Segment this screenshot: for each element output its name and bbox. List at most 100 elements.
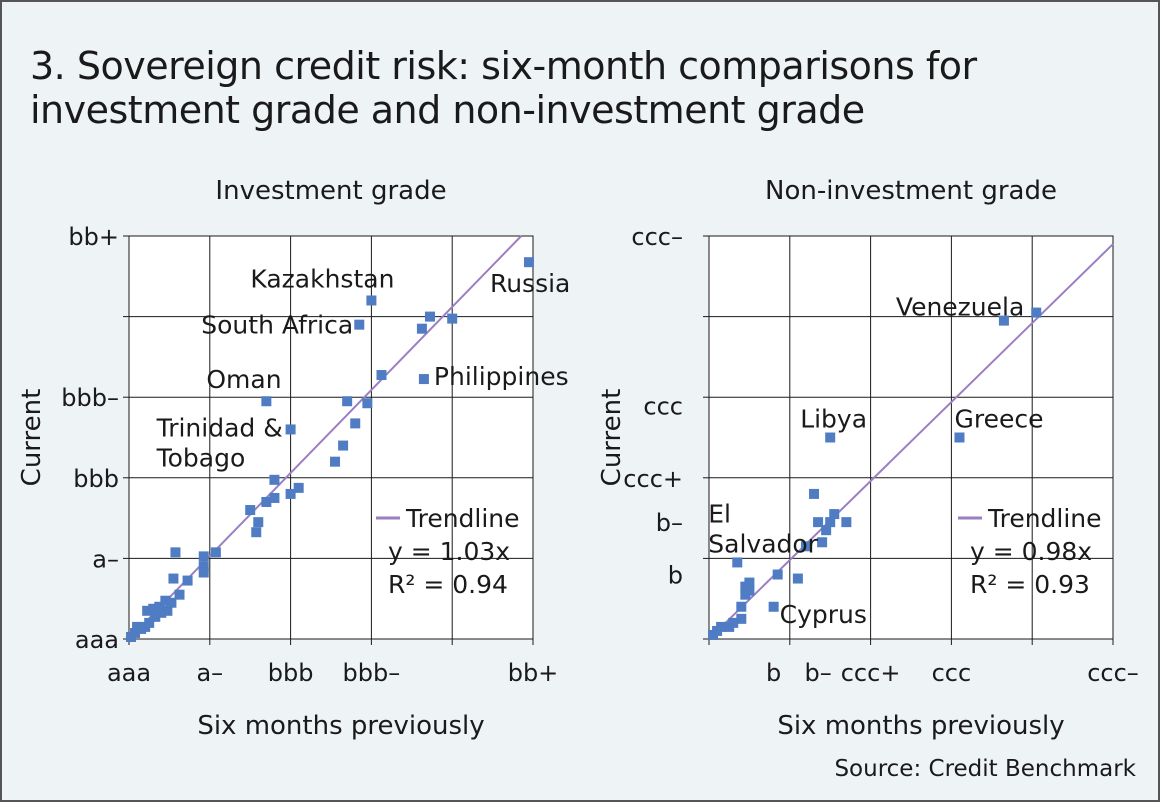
chart1-point-32 — [285, 424, 296, 435]
chart2-x-tick-label-3: ccc+ — [841, 659, 901, 687]
chart2-plot-border — [708, 235, 1114, 640]
chart1-point-22 — [210, 547, 221, 558]
chart1-point-39 — [418, 374, 429, 385]
chart1-trendline — [128, 235, 522, 640]
chart1-point-30 — [293, 482, 304, 493]
chart2-point-3 — [716, 621, 727, 632]
chart1-point-label-1: Kazakhstan — [250, 264, 394, 293]
chart1-point-33 — [330, 456, 341, 467]
chart2-point-22 — [829, 509, 840, 520]
chart2-point-26 — [998, 315, 1009, 326]
chart2-x-tick-label-1: b — [766, 659, 781, 687]
chart2-y-axis-label: Current — [597, 389, 627, 487]
chart1-point-25 — [251, 527, 262, 538]
chart2-point-label-6: Cyprus — [780, 600, 867, 629]
chart1-legend-equation: y = 1.03x — [388, 537, 510, 566]
chart2-x-tick-label-2: b– — [804, 659, 831, 687]
chart1-point-34 — [338, 440, 349, 451]
chart1-y-axis-label: Current — [17, 389, 47, 487]
chart1-legend-label: Trendline — [405, 504, 520, 533]
chart1-point-23 — [245, 505, 256, 516]
chart1-y-tick-label-1: aaa — [75, 626, 119, 654]
chart2-title: Non-investment grade — [765, 176, 1057, 206]
chart1-point-12 — [160, 595, 171, 606]
chart1-point-45 — [523, 257, 534, 268]
chart2-point-label-2: Libya — [800, 405, 867, 434]
chart2-point-17 — [809, 488, 820, 499]
chart2-point-23 — [841, 517, 852, 528]
chart1-point-16 — [174, 589, 185, 600]
chart1-point-26 — [261, 496, 272, 507]
chart2-point-label-3: Greece — [954, 405, 1043, 434]
chart1-y-tick-label-3: bbb — [73, 465, 119, 493]
chart1-point-label-4: Philippines — [434, 362, 569, 391]
chart1-point-17 — [170, 547, 181, 558]
chart2-point-21 — [825, 517, 836, 528]
chart1-point-27 — [269, 492, 280, 503]
chart1-plot-border — [128, 235, 534, 640]
chart2-point-20 — [821, 525, 832, 536]
chart1-point-43 — [354, 319, 365, 330]
chart1-x-axis-label: Six months previously — [197, 711, 484, 741]
chart2-y-tick-label-4: ccc — [643, 392, 683, 420]
chart1-y-tick-label-2: a– — [92, 545, 119, 573]
chart1-x-tick-label-4: bbb– — [343, 659, 401, 687]
chart2-point-18 — [813, 517, 824, 528]
chart1-x-tick-label-2: a– — [196, 659, 223, 687]
chart1-point-36 — [342, 396, 353, 407]
chart1-point-10 — [154, 601, 165, 612]
chart1-point-label-6: Trinidad & — [156, 413, 283, 442]
chart1-title: Investment grade — [215, 176, 446, 206]
figure-title: 3. Sovereign credit risk: six-month comp… — [30, 44, 977, 132]
chart1-point-11 — [156, 607, 167, 618]
chart2-point-14 — [772, 569, 783, 580]
chart1-legend-r2: R² = 0.94 — [388, 570, 508, 599]
chart1-point-9 — [150, 611, 161, 622]
chart1-point-2 — [130, 627, 141, 638]
chart1-y-tick-label-5: bb+ — [68, 223, 119, 251]
chart1-x-tick-label-1: aaa — [107, 659, 151, 687]
chart1-point-29 — [285, 488, 296, 499]
chart1-point-8 — [148, 603, 159, 614]
chart1-y-tick-label-4: bbb– — [61, 384, 119, 412]
chart2-point-13 — [768, 601, 779, 612]
chart1-point-7 — [142, 605, 153, 616]
chart2-y-tick-label-1: b — [668, 562, 683, 590]
chart2-point-24 — [825, 432, 836, 443]
chart2-y-tick-label-5: ccc– — [631, 223, 683, 251]
chart1-point-label-2: Russia — [490, 269, 570, 298]
chart2-x-axis-label: Six months previously — [777, 711, 1064, 741]
chart1-x-tick-label-5: bb+ — [508, 659, 559, 687]
chart2-point-15 — [792, 573, 803, 584]
chart1-point-15 — [168, 573, 179, 584]
chart1-point-label-5: Oman — [206, 365, 281, 394]
chart1-point-6 — [144, 617, 155, 628]
chart2-point-27 — [1031, 307, 1042, 318]
chart1-point-42 — [447, 313, 458, 324]
chart2-y-tick-label-2: b– — [656, 509, 683, 537]
chart2-y-tick-label-3: ccc+ — [623, 465, 683, 493]
chart2-point-11 — [744, 585, 755, 596]
chart1-point-44 — [366, 295, 377, 306]
chart2-point-7 — [732, 557, 743, 568]
chart1-point-31 — [261, 396, 272, 407]
chart2-point-12 — [744, 577, 755, 588]
chart2-point-16 — [800, 541, 811, 552]
chart1-point-21 — [198, 567, 209, 578]
chart2-point-label-4: El — [708, 499, 731, 528]
chart1-point-37 — [362, 398, 373, 409]
chart2-point-8 — [736, 601, 747, 612]
chart1-point-35 — [350, 418, 361, 429]
chart2-point-25 — [954, 432, 965, 443]
chart2-point-label-5: Salvador — [708, 529, 818, 558]
chart2-point-6 — [736, 613, 747, 624]
chart1-plot-area — [129, 236, 533, 639]
chart1-x-tick-label-3: bbb — [268, 659, 314, 687]
chart1-point-38 — [376, 370, 387, 381]
chart2-legend-label: Trendline — [987, 504, 1102, 533]
chart1-point-19 — [198, 551, 209, 562]
chart1-point-18 — [182, 575, 193, 586]
chart1-point-13 — [162, 605, 173, 616]
